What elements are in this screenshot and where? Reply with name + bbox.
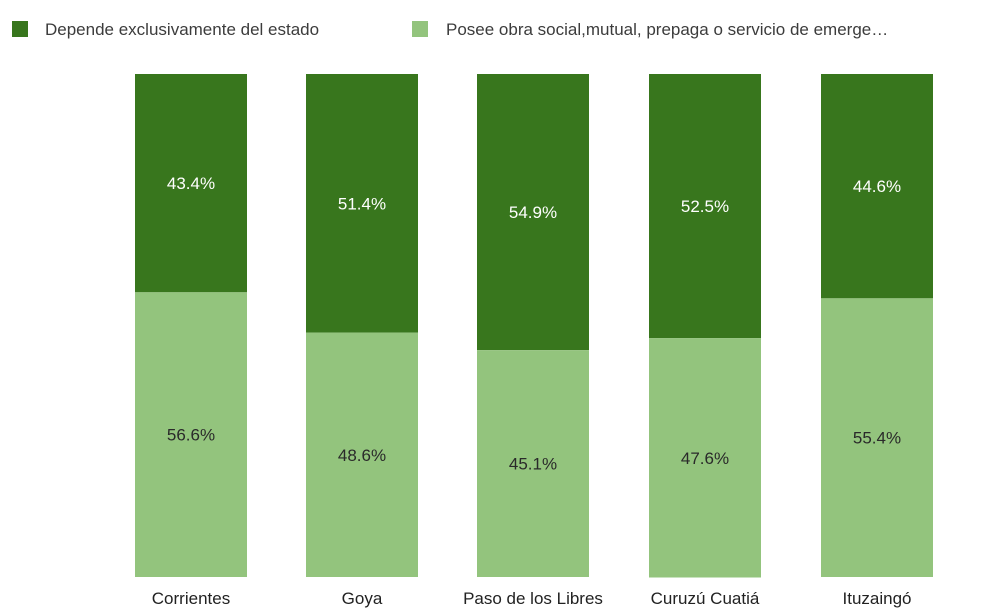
data-label-dependent-curuzu-cuatia: 52.5% (681, 197, 729, 216)
x-tick-label-corrientes: Corrientes (152, 589, 230, 608)
legend-swatch-coverage (412, 21, 428, 37)
bar-segment-coverage-curuzu-cuatia (649, 338, 761, 578)
data-label-coverage-paso-de-los-libres: 45.1% (509, 455, 557, 474)
x-tick-label-goya: Goya (342, 589, 383, 608)
bar-segment-dependent-paso-de-los-libres (477, 74, 589, 351)
data-label-dependent-ituzaingo: 44.6% (853, 177, 901, 196)
x-tick-label-curuzu-cuatia: Curuzú Cuatiá (651, 589, 760, 608)
data-label-dependent-goya: 51.4% (338, 194, 386, 213)
bar-segment-coverage-goya (306, 332, 418, 577)
data-label-coverage-goya: 48.6% (338, 446, 386, 465)
legend-swatch-dependent (12, 21, 28, 37)
bar-segment-coverage-corrientes (135, 292, 247, 577)
bar-segment-dependent-curuzu-cuatia (649, 74, 761, 339)
legend: Depende exclusivamente del estado Posee … (12, 20, 888, 39)
data-label-coverage-curuzu-cuatia: 47.6% (681, 449, 729, 468)
value-labels-group: 43.4% 56.6% 51.4% 48.6% 54.9% 45.1% 52.5% 47.6%… (167, 174, 901, 473)
legend-label-coverage: Posee obra social,mutual, prepaga o serv… (446, 20, 888, 39)
bar-segment-dependent-ituzaingo (821, 74, 933, 299)
bar-segment-dependent-corrientes (135, 74, 247, 293)
data-label-coverage-corrientes: 56.6% (167, 426, 215, 445)
bar-segment-dependent-goya (306, 74, 418, 333)
x-tick-label-ituzaingo: Ituzaingó (843, 589, 912, 608)
data-label-coverage-ituzaingo: 55.4% (853, 429, 901, 448)
bar-segment-coverage-paso-de-los-libres (477, 350, 589, 577)
bars-group (135, 74, 933, 578)
x-axis-ticks: Corrientes Goya Paso de los Libres Curuzú C… (152, 589, 912, 608)
data-label-dependent-corrientes: 43.4% (167, 174, 215, 193)
legend-label-dependent: Depende exclusivamente del estado (45, 20, 319, 39)
x-tick-label-paso-de-los-libres: Paso de los Libres (463, 589, 603, 608)
bar-segment-coverage-ituzaingo (821, 298, 933, 577)
data-label-dependent-paso-de-los-libres: 54.9% (509, 203, 557, 222)
